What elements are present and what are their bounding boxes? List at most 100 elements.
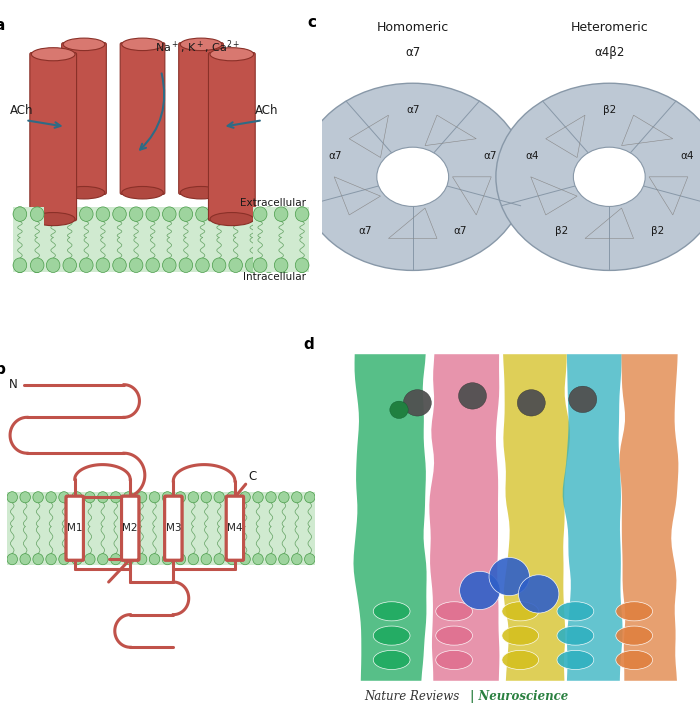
Circle shape: [63, 258, 76, 272]
Text: c: c: [307, 15, 316, 30]
Circle shape: [97, 554, 108, 565]
Ellipse shape: [435, 650, 472, 669]
Circle shape: [113, 258, 126, 272]
Polygon shape: [389, 208, 425, 238]
Circle shape: [279, 491, 289, 503]
Text: M3: M3: [166, 523, 181, 533]
Circle shape: [113, 207, 126, 221]
Polygon shape: [531, 177, 577, 196]
Ellipse shape: [181, 186, 222, 199]
Text: β2: β2: [650, 226, 664, 236]
Circle shape: [71, 491, 82, 503]
Circle shape: [20, 491, 30, 503]
Circle shape: [13, 258, 27, 272]
Ellipse shape: [616, 650, 652, 669]
Polygon shape: [425, 115, 437, 145]
Circle shape: [80, 258, 93, 272]
Circle shape: [573, 147, 645, 206]
Circle shape: [266, 554, 276, 565]
Text: Heteromeric: Heteromeric: [570, 21, 648, 34]
Circle shape: [13, 207, 27, 221]
Circle shape: [188, 491, 199, 503]
FancyBboxPatch shape: [226, 496, 244, 560]
FancyBboxPatch shape: [164, 496, 182, 560]
Circle shape: [214, 491, 225, 503]
Polygon shape: [354, 354, 426, 681]
Circle shape: [96, 258, 110, 272]
Circle shape: [304, 554, 315, 565]
FancyBboxPatch shape: [164, 496, 182, 560]
Ellipse shape: [502, 602, 539, 621]
Text: | Neuroscience: | Neuroscience: [466, 691, 568, 703]
Circle shape: [390, 401, 408, 418]
Circle shape: [149, 554, 160, 565]
Text: M2: M2: [122, 523, 138, 533]
Circle shape: [295, 207, 309, 221]
Circle shape: [175, 554, 186, 565]
Circle shape: [304, 491, 315, 503]
Circle shape: [130, 258, 143, 272]
Circle shape: [123, 491, 134, 503]
Circle shape: [85, 554, 95, 565]
Circle shape: [162, 491, 173, 503]
Circle shape: [496, 83, 700, 270]
Text: α7: α7: [405, 46, 420, 59]
Text: α7: α7: [358, 226, 372, 236]
Circle shape: [85, 491, 95, 503]
Circle shape: [201, 554, 211, 565]
Circle shape: [175, 491, 186, 503]
Text: M1: M1: [67, 523, 83, 533]
Ellipse shape: [122, 38, 163, 50]
Text: β2: β2: [603, 105, 616, 115]
Circle shape: [59, 491, 69, 503]
Circle shape: [63, 207, 76, 221]
Circle shape: [30, 258, 44, 272]
Circle shape: [97, 491, 108, 503]
Ellipse shape: [32, 48, 75, 61]
Ellipse shape: [435, 626, 472, 645]
Ellipse shape: [373, 650, 410, 669]
Ellipse shape: [435, 602, 472, 621]
Text: M1: M1: [67, 523, 83, 533]
Circle shape: [214, 554, 225, 565]
FancyBboxPatch shape: [209, 52, 256, 220]
Text: M3: M3: [166, 523, 181, 533]
Ellipse shape: [181, 38, 222, 50]
Circle shape: [246, 258, 259, 272]
Circle shape: [489, 557, 529, 596]
Polygon shape: [425, 139, 476, 145]
Circle shape: [279, 554, 289, 565]
Polygon shape: [546, 139, 577, 157]
Circle shape: [196, 258, 209, 272]
Circle shape: [201, 491, 211, 503]
Polygon shape: [622, 115, 634, 145]
Circle shape: [262, 258, 276, 272]
Circle shape: [136, 491, 147, 503]
Polygon shape: [649, 177, 673, 215]
Ellipse shape: [502, 650, 539, 669]
Circle shape: [240, 554, 251, 565]
Text: ACh: ACh: [10, 104, 34, 117]
Circle shape: [123, 554, 134, 565]
Polygon shape: [577, 115, 585, 157]
Text: α4: α4: [525, 151, 538, 161]
Text: α4β2: α4β2: [594, 46, 624, 59]
Circle shape: [30, 207, 43, 221]
Ellipse shape: [502, 626, 539, 645]
Circle shape: [130, 207, 143, 221]
Text: α4: α4: [680, 151, 694, 161]
Ellipse shape: [32, 213, 75, 225]
Circle shape: [262, 207, 276, 221]
FancyBboxPatch shape: [209, 45, 222, 193]
Ellipse shape: [616, 626, 652, 645]
Circle shape: [46, 554, 56, 565]
Ellipse shape: [373, 602, 410, 621]
Circle shape: [136, 554, 147, 565]
Circle shape: [274, 207, 288, 221]
Polygon shape: [622, 208, 634, 238]
Circle shape: [212, 258, 226, 272]
Polygon shape: [503, 354, 570, 681]
Circle shape: [227, 491, 237, 503]
Ellipse shape: [210, 213, 253, 225]
Bar: [13, 207, 44, 272]
